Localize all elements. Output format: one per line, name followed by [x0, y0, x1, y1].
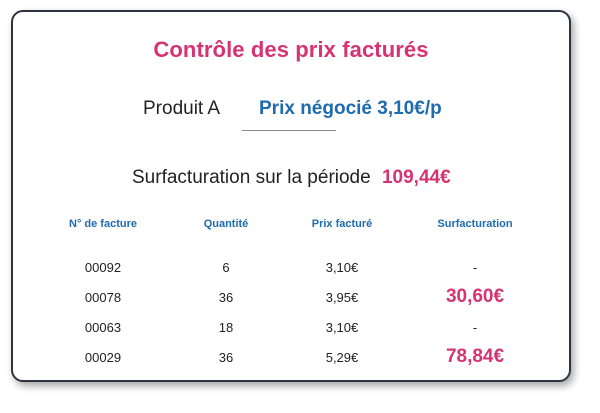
- negotiated-price: Prix négocié 3,10€/p: [259, 98, 442, 119]
- billed-price-cell: 3,10€: [325, 259, 359, 275]
- product-name: Produit A: [143, 98, 221, 119]
- overbilling-label: Surfacturation sur la période: [132, 167, 371, 188]
- table-header-row: N° de facture Quantité Prix facturé Surf…: [37, 214, 549, 252]
- header-overbilling: Surfacturation: [437, 218, 513, 230]
- quantity-cell: 6: [222, 259, 230, 275]
- invoice-table: N° de facture Quantité Prix facturé Surf…: [37, 214, 549, 372]
- billed-price-cell: 3,95€: [325, 289, 359, 305]
- quantity-cell: 18: [218, 319, 234, 335]
- header-billed-price: Prix facturé: [311, 218, 373, 230]
- card-title: Contrôle des prix facturés: [153, 37, 429, 62]
- product-row: Produit A Prix négocié 3,10€/p: [13, 98, 569, 131]
- price-control-card: Contrôle des prix facturés Produit A Pri…: [11, 10, 571, 382]
- invoice-number: 00092: [84, 259, 122, 275]
- overbilling-cell: -: [472, 259, 478, 275]
- overbilling-total: 109,44€: [381, 167, 451, 188]
- overbilling-cell: 30,60€: [445, 286, 505, 307]
- overbilling-cell: 78,84€: [445, 346, 505, 367]
- table-row: 00029 36 5,29€ 78,84€: [37, 342, 549, 372]
- header-invoice-number: N° de facture: [69, 218, 137, 230]
- overbilling-cell: -: [472, 319, 478, 335]
- invoice-number: 00078: [84, 289, 122, 305]
- billed-price-cell: 3,10€: [325, 319, 359, 335]
- quantity-cell: 36: [218, 289, 234, 305]
- table-row: 00078 36 3,95€ 30,60€: [37, 282, 549, 312]
- invoice-number: 00063: [84, 319, 122, 335]
- table-row: 00092 6 3,10€ -: [37, 252, 549, 282]
- table-row: 00063 18 3,10€ -: [37, 312, 549, 342]
- billed-price-cell: 5,29€: [325, 349, 359, 365]
- overbilling-summary: Surfacturation sur la période 109,44€: [132, 167, 451, 189]
- quantity-cell: 36: [218, 349, 234, 365]
- invoice-number: 00029: [84, 349, 122, 365]
- product-divider: [242, 130, 336, 131]
- header-quantity: Quantité: [203, 218, 249, 230]
